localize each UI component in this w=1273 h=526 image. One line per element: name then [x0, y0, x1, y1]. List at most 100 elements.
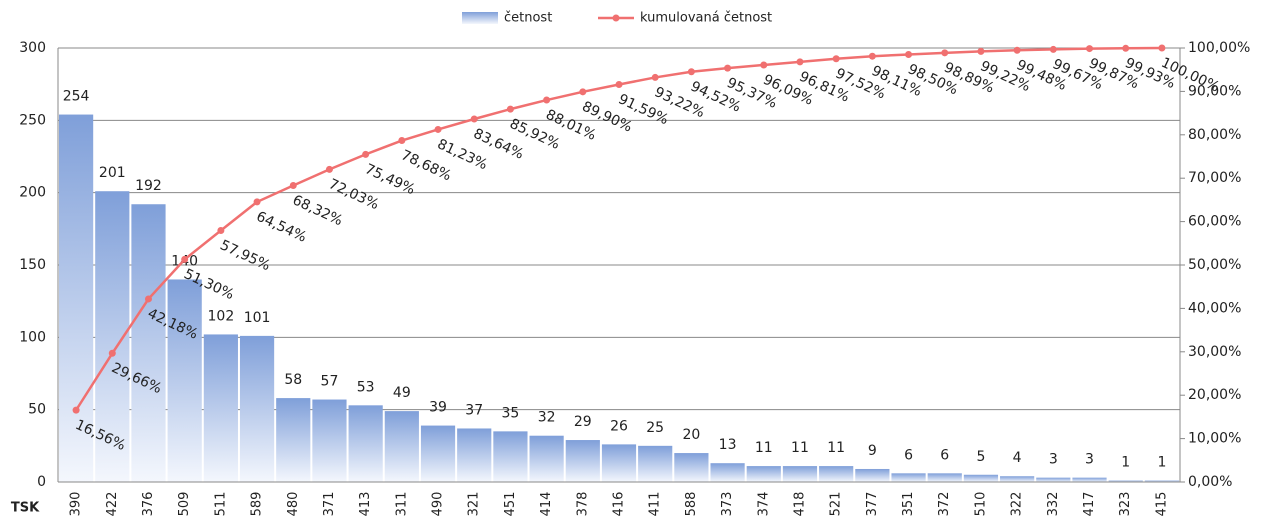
- x-tick-label: 322: [1010, 492, 1025, 517]
- bar: [59, 114, 94, 483]
- bar-label: 6: [940, 447, 949, 463]
- x-tick-label: 374: [756, 492, 771, 517]
- bar: [420, 425, 456, 482]
- bar-label: 57: [321, 374, 339, 390]
- bar: [746, 466, 781, 482]
- bar-label: 192: [135, 178, 162, 194]
- x-tick-label: 378: [575, 492, 590, 517]
- bar-label: 58: [284, 372, 302, 388]
- bar-label: 201: [99, 165, 126, 181]
- x-tick-label: 588: [684, 492, 699, 517]
- bar: [710, 463, 745, 482]
- x-tick-label: 414: [539, 492, 554, 517]
- line-label: 57,95%: [217, 237, 272, 274]
- line-label: 64,54%: [254, 209, 309, 246]
- bar: [131, 204, 166, 483]
- bar: [348, 405, 383, 482]
- line-label: 72,03%: [326, 176, 381, 213]
- line-marker: [434, 125, 442, 133]
- bar: [1144, 480, 1179, 482]
- line-marker: [217, 226, 225, 234]
- bar: [1108, 480, 1143, 482]
- bar: [239, 335, 275, 482]
- bar: [927, 473, 962, 482]
- bar-label: 20: [682, 427, 700, 443]
- line-marker: [905, 51, 913, 59]
- bar-label: 102: [208, 308, 235, 324]
- x-tick-label: 321: [467, 492, 482, 517]
- line-marker: [1086, 45, 1094, 53]
- line-marker: [398, 137, 406, 145]
- x-tick-label: 413: [358, 492, 373, 517]
- line-marker: [760, 61, 768, 69]
- y2-tick-label: 80,00%: [1188, 127, 1241, 143]
- bar-label: 101: [244, 310, 271, 326]
- y-tick-label: 0: [37, 474, 46, 490]
- line-marker: [977, 47, 985, 55]
- x-tick-label: 377: [865, 492, 880, 517]
- x-tick-label: 415: [1154, 492, 1169, 517]
- x-tick-label: 351: [901, 492, 916, 517]
- bar: [819, 466, 854, 482]
- bar-label: 4: [1013, 450, 1022, 466]
- bar-label: 254: [63, 89, 90, 105]
- line-marker: [941, 49, 949, 57]
- bar: [384, 411, 419, 482]
- bar-label: 53: [357, 379, 375, 395]
- bar-label: 39: [429, 400, 447, 416]
- legend-label: kumulovaná četnost: [640, 11, 772, 26]
- bar: [891, 473, 926, 482]
- bar-label: 1: [1157, 455, 1166, 471]
- x-tick-label: 521: [829, 492, 844, 517]
- y-tick-label: 100: [19, 329, 46, 345]
- legend-marker: [612, 14, 620, 22]
- bar-label: 29: [574, 414, 592, 430]
- bar-label: 3: [1085, 452, 1094, 468]
- bar-label: 25: [646, 420, 664, 436]
- x-tick-label: 372: [937, 492, 952, 517]
- bar: [1072, 477, 1107, 482]
- line-marker: [1013, 46, 1021, 54]
- y2-tick-label: 90,00%: [1188, 83, 1241, 99]
- line-marker: [796, 58, 804, 66]
- y-tick-label: 200: [19, 185, 46, 201]
- line-marker: [289, 181, 297, 189]
- bar: [1000, 476, 1035, 482]
- line-marker: [470, 115, 478, 123]
- bar-label: 11: [791, 440, 809, 456]
- bar: [529, 435, 564, 482]
- x-tick-label: 418: [792, 492, 807, 517]
- x-tick-label: 490: [431, 492, 446, 517]
- bar: [782, 466, 818, 482]
- legend-swatch: [462, 12, 498, 24]
- bar: [565, 440, 600, 482]
- y-tick-label: 300: [19, 40, 46, 56]
- line-marker: [687, 68, 695, 76]
- x-axis-title: TSK: [11, 501, 40, 516]
- bar-label: 1: [1121, 455, 1130, 471]
- x-tick-label: 511: [213, 492, 228, 517]
- x-tick-label: 332: [1046, 492, 1061, 517]
- line-marker: [1158, 44, 1166, 52]
- bar-label: 32: [538, 410, 556, 426]
- line-marker: [579, 88, 587, 96]
- x-tick-label: 510: [973, 492, 988, 517]
- bar: [312, 399, 347, 482]
- line-marker: [506, 105, 514, 113]
- x-tick-label: 422: [105, 492, 120, 517]
- line-marker: [1122, 44, 1130, 52]
- line-marker: [724, 64, 732, 72]
- bar-label: 49: [393, 385, 411, 401]
- x-tick-label: 451: [503, 492, 518, 517]
- bar-label: 13: [719, 437, 737, 453]
- x-tick-label: 480: [286, 492, 301, 517]
- bar-label: 5: [976, 449, 985, 465]
- bar: [457, 428, 492, 482]
- y2-tick-label: 50,00%: [1188, 257, 1241, 273]
- bar: [638, 445, 673, 482]
- line-marker: [144, 295, 152, 303]
- y2-tick-label: 60,00%: [1188, 214, 1241, 230]
- bar-label: 11: [755, 440, 773, 456]
- line-marker: [868, 52, 876, 60]
